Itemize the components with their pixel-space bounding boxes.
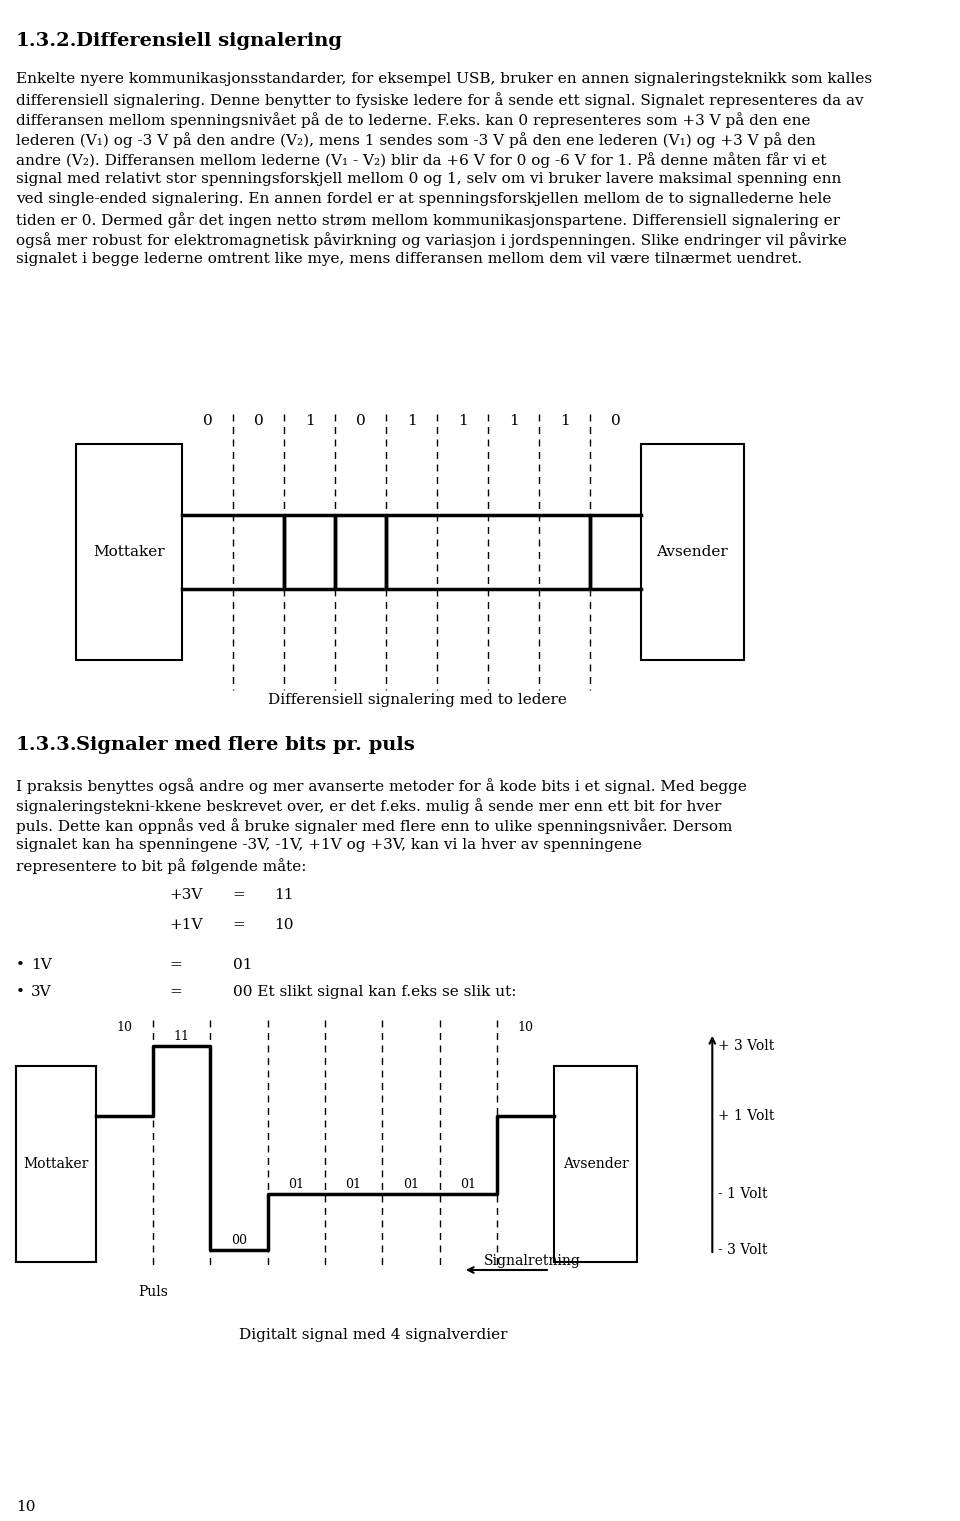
Text: 01: 01 xyxy=(460,1179,476,1191)
Text: 00 Et slikt signal kan f.eks se slik ut:: 00 Et slikt signal kan f.eks se slik ut: xyxy=(233,986,516,999)
Text: signal med relativt stor spenningsforskjell mellom 0 og 1, selv om vi bruker lav: signal med relativt stor spenningsforskj… xyxy=(15,172,841,186)
Text: Mottaker: Mottaker xyxy=(23,1157,88,1171)
Text: •: • xyxy=(15,958,25,972)
Text: 1: 1 xyxy=(458,414,468,427)
Text: 1: 1 xyxy=(407,414,417,427)
Text: + 1 Volt: + 1 Volt xyxy=(717,1109,774,1122)
Text: 1: 1 xyxy=(560,414,569,427)
Text: differensiell signalering. Denne benytter to fysiske ledere for å sende ett sign: differensiell signalering. Denne benytte… xyxy=(15,91,863,108)
Text: =: = xyxy=(233,919,246,932)
Text: andre (V₂). Differansen mellom lederne (V₁ - V₂) blir da +6 V for 0 og -6 V for : andre (V₂). Differansen mellom lederne (… xyxy=(15,152,827,167)
Text: 0: 0 xyxy=(203,414,213,427)
Text: Avsender: Avsender xyxy=(563,1157,629,1171)
Text: Enkelte nyere kommunikasjonsstandarder, for eksempel USB, bruker en annen signal: Enkelte nyere kommunikasjonsstandarder, … xyxy=(15,71,872,87)
Text: puls. Dette kan oppnås ved å bruke signaler med flere enn to ulike spenningsnivå: puls. Dette kan oppnås ved å bruke signa… xyxy=(15,818,732,834)
Text: 01: 01 xyxy=(403,1179,419,1191)
Text: 11: 11 xyxy=(174,1030,189,1043)
Text: 1: 1 xyxy=(305,414,315,427)
Text: I praksis benyttes også andre og mer avanserte metoder for å kode bits i et sign: I praksis benyttes også andre og mer ava… xyxy=(15,779,747,794)
Text: Mottaker: Mottaker xyxy=(94,545,165,560)
Text: =: = xyxy=(233,888,246,902)
Text: •: • xyxy=(15,986,25,999)
Text: Differensiell signalering: Differensiell signalering xyxy=(77,32,343,50)
Text: også mer robust for elektromagnetisk påvirkning og variasjon i jordspenningen. S: også mer robust for elektromagnetisk påv… xyxy=(15,233,847,248)
Text: + 3 Volt: + 3 Volt xyxy=(717,1039,774,1053)
Text: representere to bit på følgende måte:: representere to bit på følgende måte: xyxy=(15,858,306,875)
Bar xyxy=(554,1066,636,1262)
Text: - 3 Volt: - 3 Volt xyxy=(717,1243,767,1256)
Text: 10: 10 xyxy=(116,1021,132,1034)
Text: 0: 0 xyxy=(356,414,366,427)
Text: 0: 0 xyxy=(611,414,620,427)
Text: 1.3.2.: 1.3.2. xyxy=(15,32,77,50)
Text: Puls: Puls xyxy=(138,1285,168,1299)
Text: Signalretning: Signalretning xyxy=(484,1253,581,1269)
Text: ved single-ended signalering. En annen fordel er at spenningsforskjellen mellom : ved single-ended signalering. En annen f… xyxy=(15,192,831,205)
Text: 10: 10 xyxy=(275,919,294,932)
Text: 1: 1 xyxy=(509,414,518,427)
Text: 0: 0 xyxy=(254,414,264,427)
Text: 01: 01 xyxy=(288,1179,304,1191)
Text: +1V: +1V xyxy=(169,919,203,932)
Text: 00: 00 xyxy=(231,1234,247,1247)
Text: =: = xyxy=(169,986,182,999)
Text: Avsender: Avsender xyxy=(657,545,729,560)
Text: =: = xyxy=(169,958,182,972)
Bar xyxy=(77,444,182,660)
Bar xyxy=(15,1066,96,1262)
Text: signaleringstekni­kkene beskrevet over, er det f.eks. mulig å sende mer enn ett : signaleringstekni­kkene beskrevet over, … xyxy=(15,799,721,814)
Text: +3V: +3V xyxy=(169,888,203,902)
Text: Signaler med flere bits pr. puls: Signaler med flere bits pr. puls xyxy=(77,736,415,754)
Text: signalet i begge lederne omtrent like mye, mens differansen mellom dem vil være : signalet i begge lederne omtrent like my… xyxy=(15,252,802,266)
Text: - 1 Volt: - 1 Volt xyxy=(717,1188,767,1202)
Text: signalet kan ha spenningene -3V, -1V, +1V og +3V, kan vi la hver av spenningene: signalet kan ha spenningene -3V, -1V, +1… xyxy=(15,838,641,852)
Text: tiden er 0. Dermed går det ingen netto strøm mellom kommunikasjonspartene. Diffe: tiden er 0. Dermed går det ingen netto s… xyxy=(15,211,840,228)
Text: 11: 11 xyxy=(275,888,294,902)
Text: 1V: 1V xyxy=(32,958,52,972)
Text: differansen mellom spenningsnivået på de to lederne. F.eks. kan 0 representeres : differansen mellom spenningsnivået på de… xyxy=(15,113,810,128)
Text: Digitalt signal med 4 signalverdier: Digitalt signal med 4 signalverdier xyxy=(239,1328,508,1342)
Text: 10: 10 xyxy=(517,1021,534,1034)
Text: lederen (V₁) og -3 V på den andre (V₂), mens 1 sendes som -3 V på den ene ledere: lederen (V₁) og -3 V på den andre (V₂), … xyxy=(15,132,815,148)
Text: 10: 10 xyxy=(15,1500,36,1513)
Text: 3V: 3V xyxy=(32,986,52,999)
Text: 1.3.3.: 1.3.3. xyxy=(15,736,77,754)
Text: 01: 01 xyxy=(233,958,252,972)
Text: 01: 01 xyxy=(346,1179,362,1191)
Bar xyxy=(641,444,744,660)
Text: Differensiell signalering med to ledere: Differensiell signalering med to ledere xyxy=(268,694,566,707)
